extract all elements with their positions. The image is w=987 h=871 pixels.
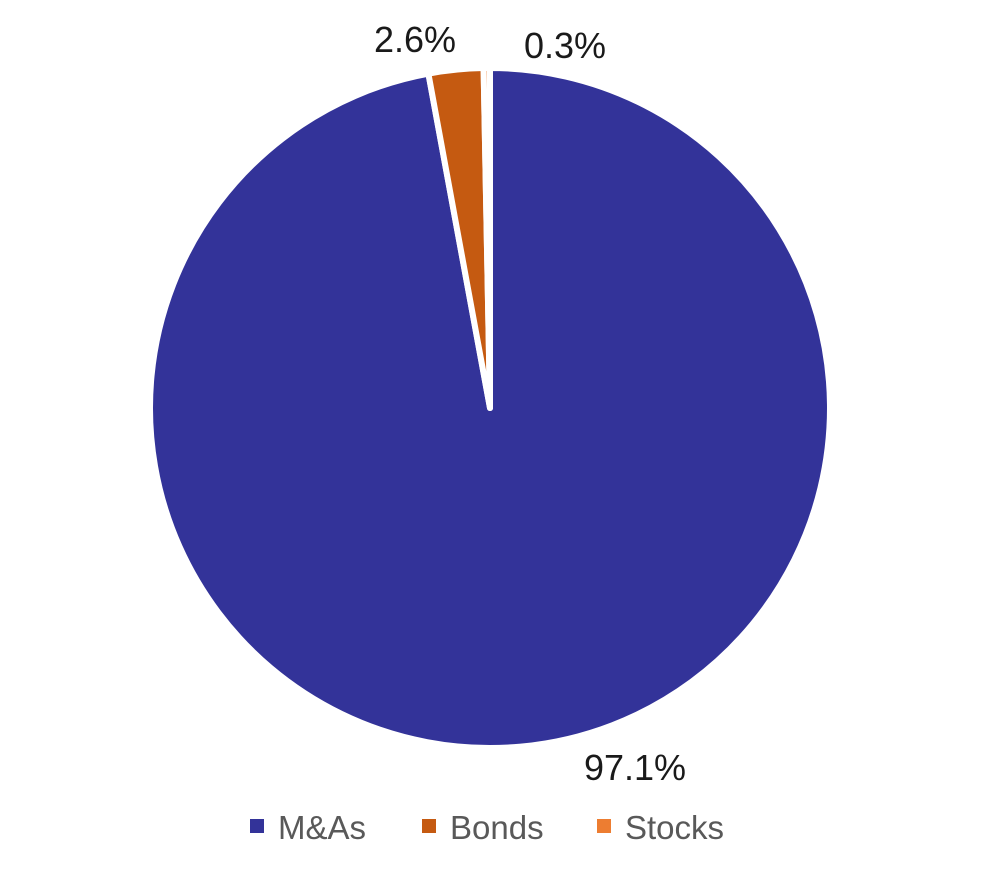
data-label-stocks: 0.3% [524, 25, 606, 66]
legend-label-bonds: Bonds [450, 809, 544, 846]
data-label-m-and-as: 97.1% [584, 747, 686, 788]
legend-swatch-bonds [422, 819, 436, 833]
data-labels: 97.1% 2.6% 0.3% [374, 19, 686, 788]
pie-slices [147, 65, 833, 751]
legend-label-m-and-as: M&As [278, 809, 366, 846]
legend-label-stocks: Stocks [625, 809, 724, 846]
data-label-bonds: 2.6% [374, 19, 456, 60]
legend: M&As Bonds Stocks [250, 809, 724, 846]
legend-swatch-stocks [597, 819, 611, 833]
legend-swatch-m-and-as [250, 819, 264, 833]
pie-slice-stocks [480, 65, 493, 411]
